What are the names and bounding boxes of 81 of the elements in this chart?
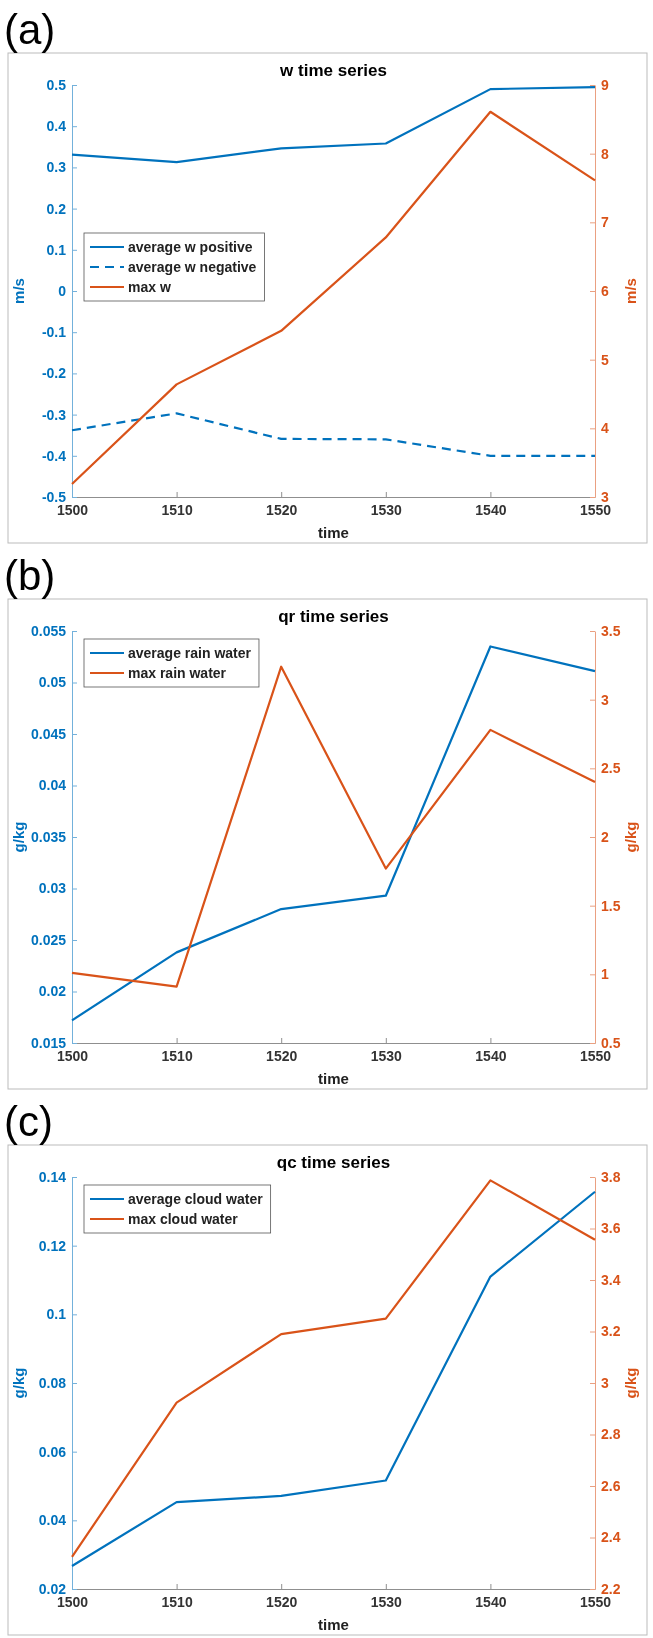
legend-label: average cloud water [128, 1191, 264, 1207]
y-tick-label: 0.1 [46, 241, 67, 258]
text: (a) [4, 6, 56, 53]
y-tick-label: 0.08 [38, 1374, 67, 1391]
y2-tick-label: 2.5 [601, 760, 621, 777]
legend-label: max rain water [128, 665, 227, 681]
y-tick-label: 0.12 [38, 1237, 67, 1254]
legend-label: average w positive [128, 239, 253, 255]
y-axis-title: m/s [10, 278, 27, 304]
chart-title: qc time series [276, 1153, 391, 1172]
x-tick-label: 1530 [370, 501, 403, 518]
y-tick-label: -0.1 [41, 324, 67, 341]
y-tick-label: 0.14 [38, 1168, 67, 1185]
chart-title: qr time series [278, 607, 389, 626]
legend-label: average w negative [128, 259, 257, 275]
y-tick-label: 0.3 [46, 159, 67, 176]
y2-tick-label: 1.5 [601, 897, 621, 914]
y2-axis-title: m/s [622, 278, 639, 304]
x-tick-label: 1540 [475, 501, 507, 518]
y2-tick-label: 5 [601, 351, 609, 368]
x-axis-title: time [318, 1616, 349, 1633]
y2-tick-label: 1 [601, 966, 609, 983]
line-series [70, 110, 597, 486]
y2-tick-label: 2 [601, 828, 609, 845]
y2-tick-label: 8 [601, 145, 609, 162]
y-tick-label: -0.4 [41, 447, 67, 464]
y-tick-label: 0.1 [46, 1306, 67, 1323]
y-tick-label: -0.3 [41, 406, 67, 423]
y-tick-label: 0.4 [46, 118, 67, 135]
x-tick-label: 1520 [266, 1593, 298, 1610]
x-tick-label: 1510 [161, 501, 193, 518]
y-tick-label: 0.025 [30, 931, 67, 948]
y-tick-label: 0.035 [30, 828, 67, 845]
y2-tick-label: 6 [601, 282, 609, 299]
y-tick-label: 0.03 [38, 880, 67, 897]
y2-tick-label: 2.4 [601, 1529, 621, 1546]
y2-tick-label: 3.2 [601, 1323, 621, 1340]
chart-title: w time series [279, 61, 387, 80]
y-axis-title: g/kg [10, 1367, 27, 1399]
line-series [70, 412, 597, 457]
text: (c) [4, 1098, 53, 1145]
x-tick-label: 1510 [161, 1593, 193, 1610]
y2-tick-label: 3.5 [601, 622, 621, 639]
y-tick-label: 0 [58, 282, 67, 299]
text: (b) [4, 552, 56, 599]
y2-tick-label: 9 [601, 76, 609, 93]
y-tick-label: 0.05 [38, 674, 67, 691]
x-tick-label: 1540 [475, 1047, 507, 1064]
y-tick-label: -0.2 [41, 365, 67, 382]
y2-tick-label: 3.8 [601, 1168, 621, 1185]
y2-tick-label: 3.4 [601, 1271, 621, 1288]
x-tick-label: 1520 [266, 1047, 298, 1064]
x-tick-label: 1520 [266, 501, 298, 518]
y-tick-label: 0.04 [38, 777, 67, 794]
legend-label: average rain water [128, 645, 252, 661]
y-tick-label: 0.045 [30, 725, 67, 742]
x-tick-label: 1530 [370, 1593, 403, 1610]
y2-tick-label: 3 [601, 691, 609, 708]
x-tick-label: 1510 [161, 1047, 193, 1064]
y-axis-title: g/kg [10, 821, 27, 853]
y2-tick-label: 3.6 [601, 1220, 621, 1237]
y-tick-label: 0.5 [46, 76, 67, 93]
legend-label: max w [128, 279, 171, 295]
y2-axis-title: g/kg [622, 821, 639, 853]
y-tick-label: 0.06 [38, 1443, 67, 1460]
y2-tick-label: 2.6 [601, 1477, 621, 1494]
y2-tick-label: 3 [601, 1374, 609, 1391]
y-tick-label: 0.2 [46, 200, 67, 217]
y2-tick-label: 2.8 [601, 1426, 621, 1443]
y2-axis-title: g/kg [622, 1367, 639, 1399]
x-tick-label: 1540 [475, 1593, 507, 1610]
x-axis-title: time [318, 1070, 349, 1087]
y2-tick-label: 4 [601, 420, 609, 437]
y-tick-label: 0.04 [38, 1512, 67, 1529]
x-axis-title: time [318, 524, 349, 541]
y-tick-label: 0.055 [30, 622, 67, 639]
x-tick-label: 1530 [370, 1047, 403, 1064]
y-tick-label: 0.02 [38, 983, 67, 1000]
line-series [70, 85, 597, 164]
legend-label: max cloud water [128, 1211, 239, 1227]
y2-tick-label: 7 [601, 214, 609, 231]
